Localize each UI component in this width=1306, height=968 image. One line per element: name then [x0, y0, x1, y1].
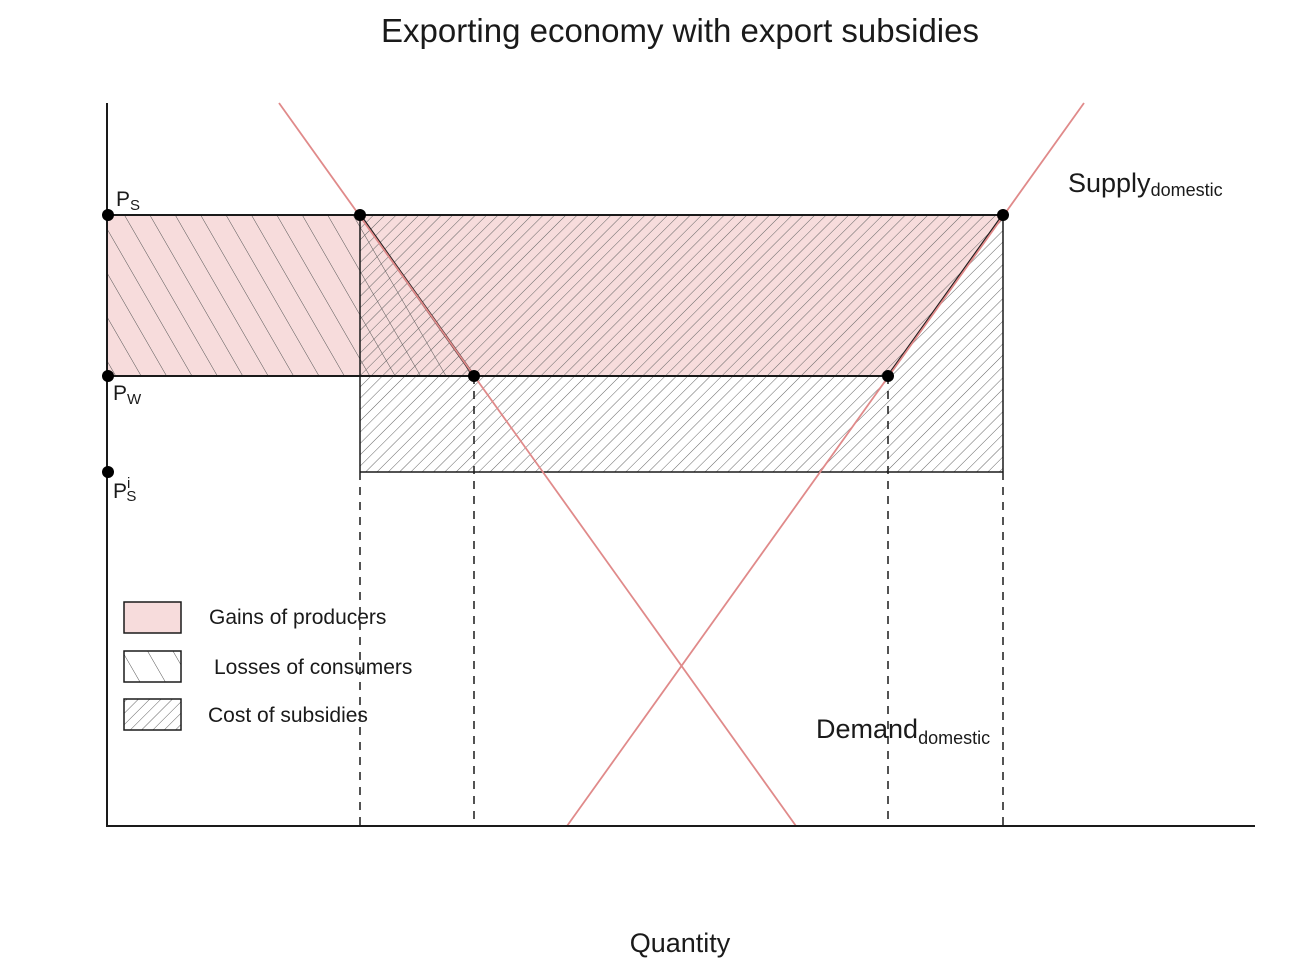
demand-label: Demanddomestic [816, 714, 990, 748]
legend-swatch-losses [123, 650, 182, 683]
cost-of-subsidies-area [360, 215, 1003, 472]
legend-label-gains: Gains of producers [209, 606, 386, 629]
psi-axis-point [102, 466, 114, 478]
ps-label: PS [116, 188, 140, 214]
supply-curve [566, 102, 1085, 827]
demand-at-pw-point [468, 370, 480, 382]
x-axis-label: Quantity [630, 928, 731, 958]
supply-label: Supplydomestic [1068, 168, 1223, 200]
legend-label-cost: Cost of subsidies [208, 704, 368, 727]
legend-label-losses: Losses of consumers [214, 656, 412, 679]
supply-at-pw-point [882, 370, 894, 382]
legend-swatch-cost [123, 698, 182, 731]
supply-at-ps-point [997, 209, 1009, 221]
legend: Gains of producers Losses of consumers C… [123, 601, 412, 731]
demand-curve [278, 102, 797, 827]
chart-title: Exporting economy with export subsidies [381, 12, 979, 49]
pw-label: PW [113, 382, 142, 408]
pw-axis-point [102, 370, 114, 382]
psi-label: Pi S [113, 475, 136, 505]
demand-at-ps-point [354, 209, 366, 221]
legend-swatch-gains [123, 601, 182, 634]
ps-axis-point [102, 209, 114, 221]
